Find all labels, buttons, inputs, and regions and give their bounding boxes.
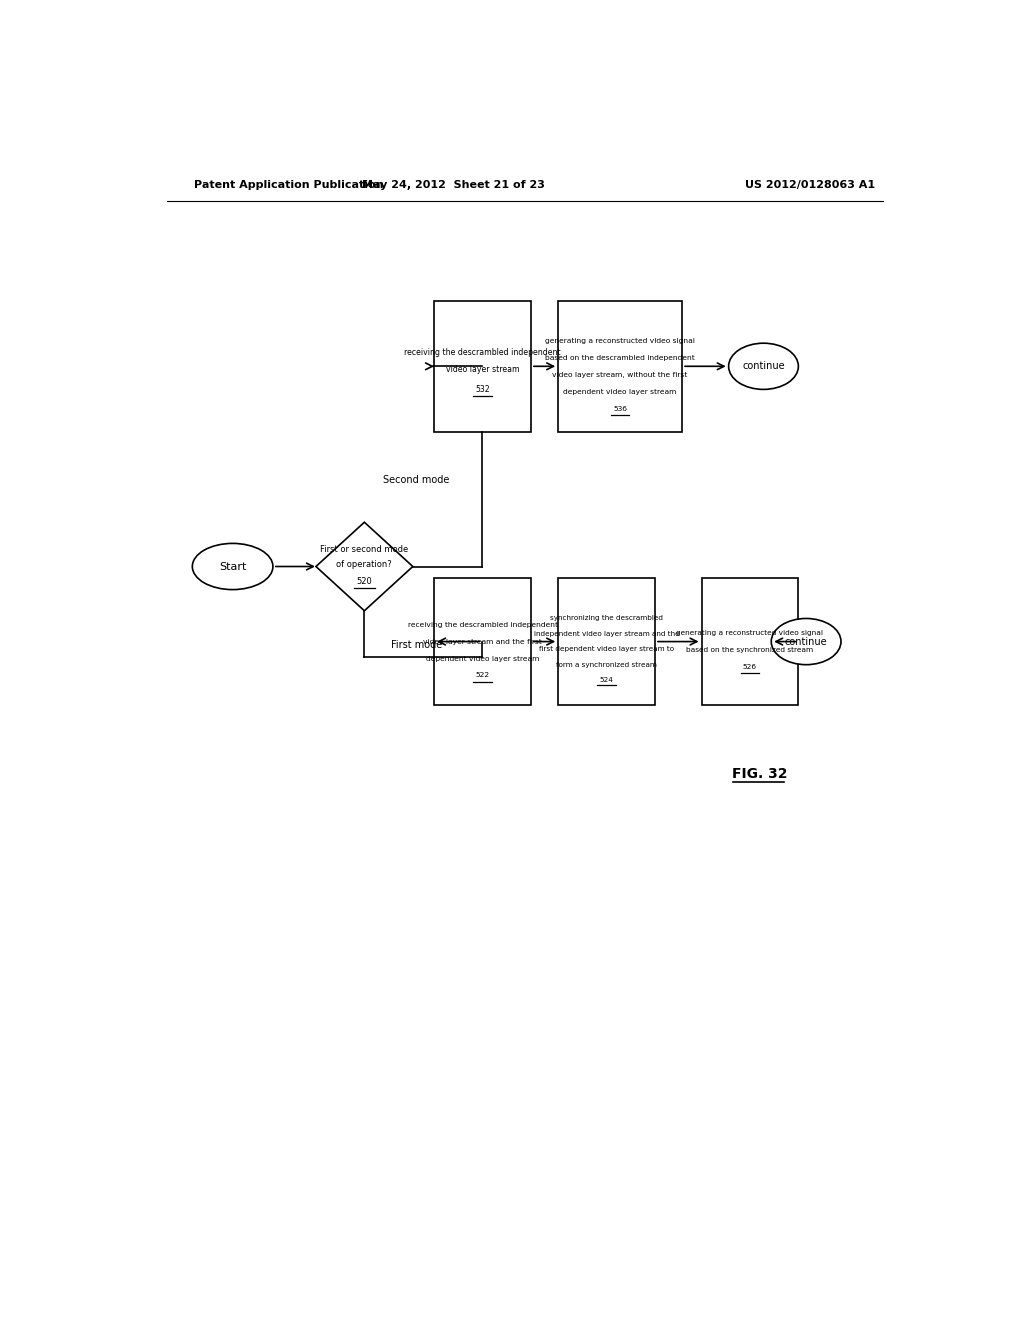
Text: May 24, 2012  Sheet 21 of 23: May 24, 2012 Sheet 21 of 23: [362, 181, 545, 190]
Text: synchronizing the descrambled: synchronizing the descrambled: [550, 615, 664, 622]
Text: video layer stream and the first: video layer stream and the first: [423, 639, 542, 644]
Text: FIG. 32: FIG. 32: [732, 767, 788, 781]
Ellipse shape: [771, 619, 841, 665]
Text: generating a reconstructed video signal: generating a reconstructed video signal: [545, 338, 695, 345]
Text: receiving the descrambled independent: receiving the descrambled independent: [408, 622, 557, 627]
Text: dependent video layer stream: dependent video layer stream: [426, 656, 540, 661]
Text: receiving the descrambled independent: receiving the descrambled independent: [404, 348, 561, 358]
Text: 536: 536: [613, 405, 627, 412]
FancyBboxPatch shape: [558, 578, 655, 705]
Text: based on the synchronized stream: based on the synchronized stream: [686, 647, 813, 653]
Ellipse shape: [193, 544, 273, 590]
Text: video layer stream: video layer stream: [445, 366, 519, 374]
FancyBboxPatch shape: [558, 301, 682, 432]
Text: continue: continue: [742, 362, 784, 371]
Text: of operation?: of operation?: [337, 561, 392, 569]
Text: 524: 524: [600, 677, 613, 682]
Text: US 2012/0128063 A1: US 2012/0128063 A1: [744, 181, 876, 190]
Text: Patent Application Publication: Patent Application Publication: [194, 181, 383, 190]
FancyBboxPatch shape: [701, 578, 799, 705]
Text: video layer stream, without the first: video layer stream, without the first: [553, 372, 688, 378]
Text: first dependent video layer stream to: first dependent video layer stream to: [539, 647, 674, 652]
FancyBboxPatch shape: [434, 301, 531, 432]
Text: 532: 532: [475, 385, 489, 393]
Polygon shape: [316, 523, 413, 611]
Text: independent video layer stream and the: independent video layer stream and the: [534, 631, 679, 636]
Ellipse shape: [729, 343, 799, 389]
Text: 522: 522: [475, 672, 489, 678]
Text: First or second mode: First or second mode: [321, 545, 409, 554]
Text: form a synchronized stream: form a synchronized stream: [556, 661, 657, 668]
Text: continue: continue: [784, 636, 827, 647]
Text: Second mode: Second mode: [383, 475, 450, 486]
Text: based on the descrambled independent: based on the descrambled independent: [545, 355, 695, 360]
Text: 526: 526: [743, 664, 757, 671]
Text: First mode: First mode: [391, 640, 442, 649]
Text: Start: Start: [219, 561, 247, 572]
Text: generating a reconstructed video signal: generating a reconstructed video signal: [677, 630, 823, 636]
Text: 520: 520: [356, 577, 373, 586]
FancyBboxPatch shape: [434, 578, 531, 705]
Text: dependent video layer stream: dependent video layer stream: [563, 388, 677, 395]
